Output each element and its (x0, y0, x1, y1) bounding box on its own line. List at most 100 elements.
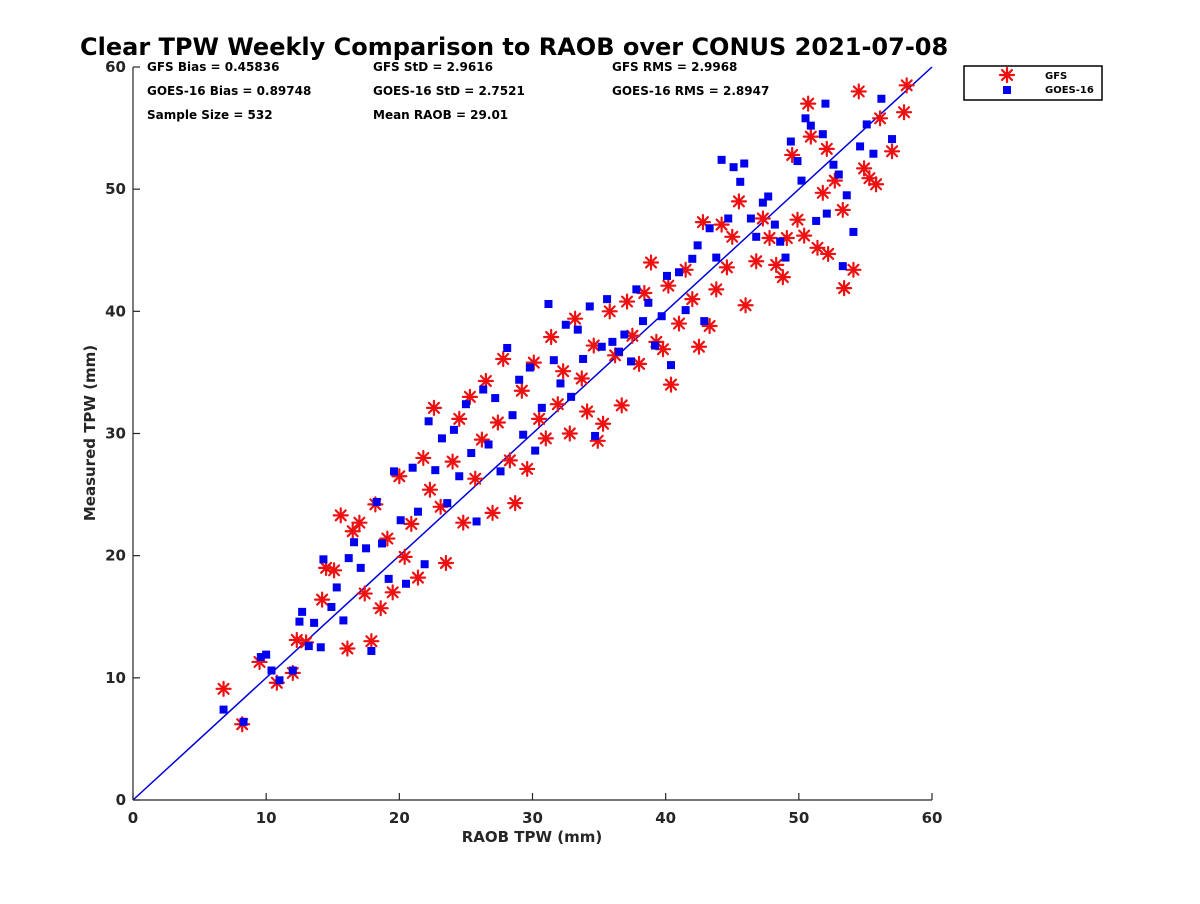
goes-point (838, 262, 847, 271)
legend-gfs-marker (998, 66, 1016, 84)
goes-point (856, 142, 865, 151)
gfs-point (642, 254, 660, 271)
gfs-point (495, 350, 512, 368)
legend-gfs-asterisk (998, 66, 1016, 84)
goes-point (356, 563, 365, 572)
gfs-point (409, 569, 427, 586)
gfs-point (898, 77, 915, 94)
gfs-point (867, 176, 885, 193)
goes-point (662, 271, 671, 280)
x-tick-label: 10 (256, 809, 277, 827)
stat-mean-raob: Mean RAOB = 29.01 (373, 108, 508, 122)
goes-point (776, 237, 785, 246)
goes-point (390, 467, 399, 476)
goes-point (674, 268, 683, 277)
gfs-point (567, 310, 584, 327)
gfs-point (802, 128, 819, 145)
goes-point (849, 227, 858, 236)
goes-point (256, 653, 265, 662)
stat-gfs-bias: GFS Bias = 0.45836 (147, 60, 279, 74)
gfs-point (654, 341, 672, 358)
goes-point (275, 676, 284, 685)
goes-point (786, 137, 795, 146)
stat-gfs-rms: GFS RMS = 2.9968 (612, 60, 737, 74)
gfs-point (467, 470, 484, 487)
goes-point (484, 440, 493, 449)
gfs-point (684, 291, 701, 308)
goes-point (793, 157, 802, 166)
goes-point (401, 579, 410, 588)
goes-point (615, 347, 624, 356)
stat-sample-size: Sample Size = 532 (147, 108, 273, 122)
goes-point (408, 463, 417, 472)
goes-point (740, 159, 749, 168)
goes-point (801, 114, 810, 123)
x-tick-label: 40 (655, 809, 676, 827)
gfs-point (845, 261, 862, 278)
gfs-point (708, 281, 725, 298)
chart-title: Clear TPW Weekly Comparison to RAOB over… (80, 33, 948, 61)
gfs-point (613, 397, 630, 414)
gfs-point (437, 554, 455, 572)
goes-point (531, 446, 540, 455)
gfs-point (555, 363, 572, 380)
goes-point (842, 191, 851, 200)
y-tick-label: 50 (105, 180, 126, 198)
goes-point (829, 160, 838, 169)
goes-point (603, 295, 612, 304)
goes-point (267, 666, 276, 675)
goes-point (219, 705, 228, 714)
goes-point (288, 666, 297, 675)
goes-point (639, 317, 648, 326)
goes-point (544, 300, 553, 309)
stat-goes-std: GOES-16 StD = 2.7521 (373, 84, 525, 98)
y-tick-label: 30 (105, 425, 126, 443)
legend-goes-label: GOES-16 (1045, 85, 1094, 96)
goes-point (437, 434, 446, 443)
gfs-point (690, 338, 708, 355)
goes-point (869, 149, 878, 158)
gfs-point (818, 140, 835, 157)
goes-point (413, 507, 422, 516)
y-tick-label: 0 (116, 791, 126, 809)
goes-point (316, 643, 325, 652)
goes-point (700, 317, 709, 326)
gfs-point (834, 201, 851, 219)
gfs-point (489, 414, 506, 431)
goes-point (693, 241, 702, 250)
series-gfs (215, 77, 915, 733)
legend-gfs-label: GFS (1045, 71, 1067, 82)
gfs-point (501, 452, 518, 469)
gfs-point (730, 193, 748, 210)
gfs-point (444, 453, 461, 470)
goes-point (384, 574, 393, 583)
gfs-point (809, 239, 826, 256)
goes-point (362, 544, 371, 553)
goes-point (295, 617, 304, 626)
x-tick-label: 30 (522, 809, 543, 827)
legend: GFS GOES-16 (963, 65, 1103, 101)
gfs-point (748, 253, 765, 270)
goes-point (806, 121, 815, 130)
goes-point (519, 430, 528, 439)
goes-point (821, 99, 830, 108)
goes-point (770, 220, 779, 229)
goes-point (862, 120, 871, 129)
goes-point (467, 449, 476, 458)
stats-block: GFS Bias = 0.45836 GOES-16 Bias = 0.8974… (147, 60, 769, 122)
gfs-point (425, 399, 443, 416)
gfs-point (356, 585, 373, 602)
goes-point (818, 130, 827, 139)
goes-point (508, 411, 517, 420)
gfs-point (561, 425, 578, 442)
goes-point (717, 155, 726, 164)
goes-point (651, 341, 660, 350)
gfs-point (662, 376, 680, 393)
goes-point (396, 516, 405, 525)
goes-point (608, 337, 617, 346)
gfs-point (455, 514, 472, 531)
goes-point (262, 650, 271, 659)
gfs-point (543, 328, 560, 346)
gfs-point (288, 631, 305, 649)
